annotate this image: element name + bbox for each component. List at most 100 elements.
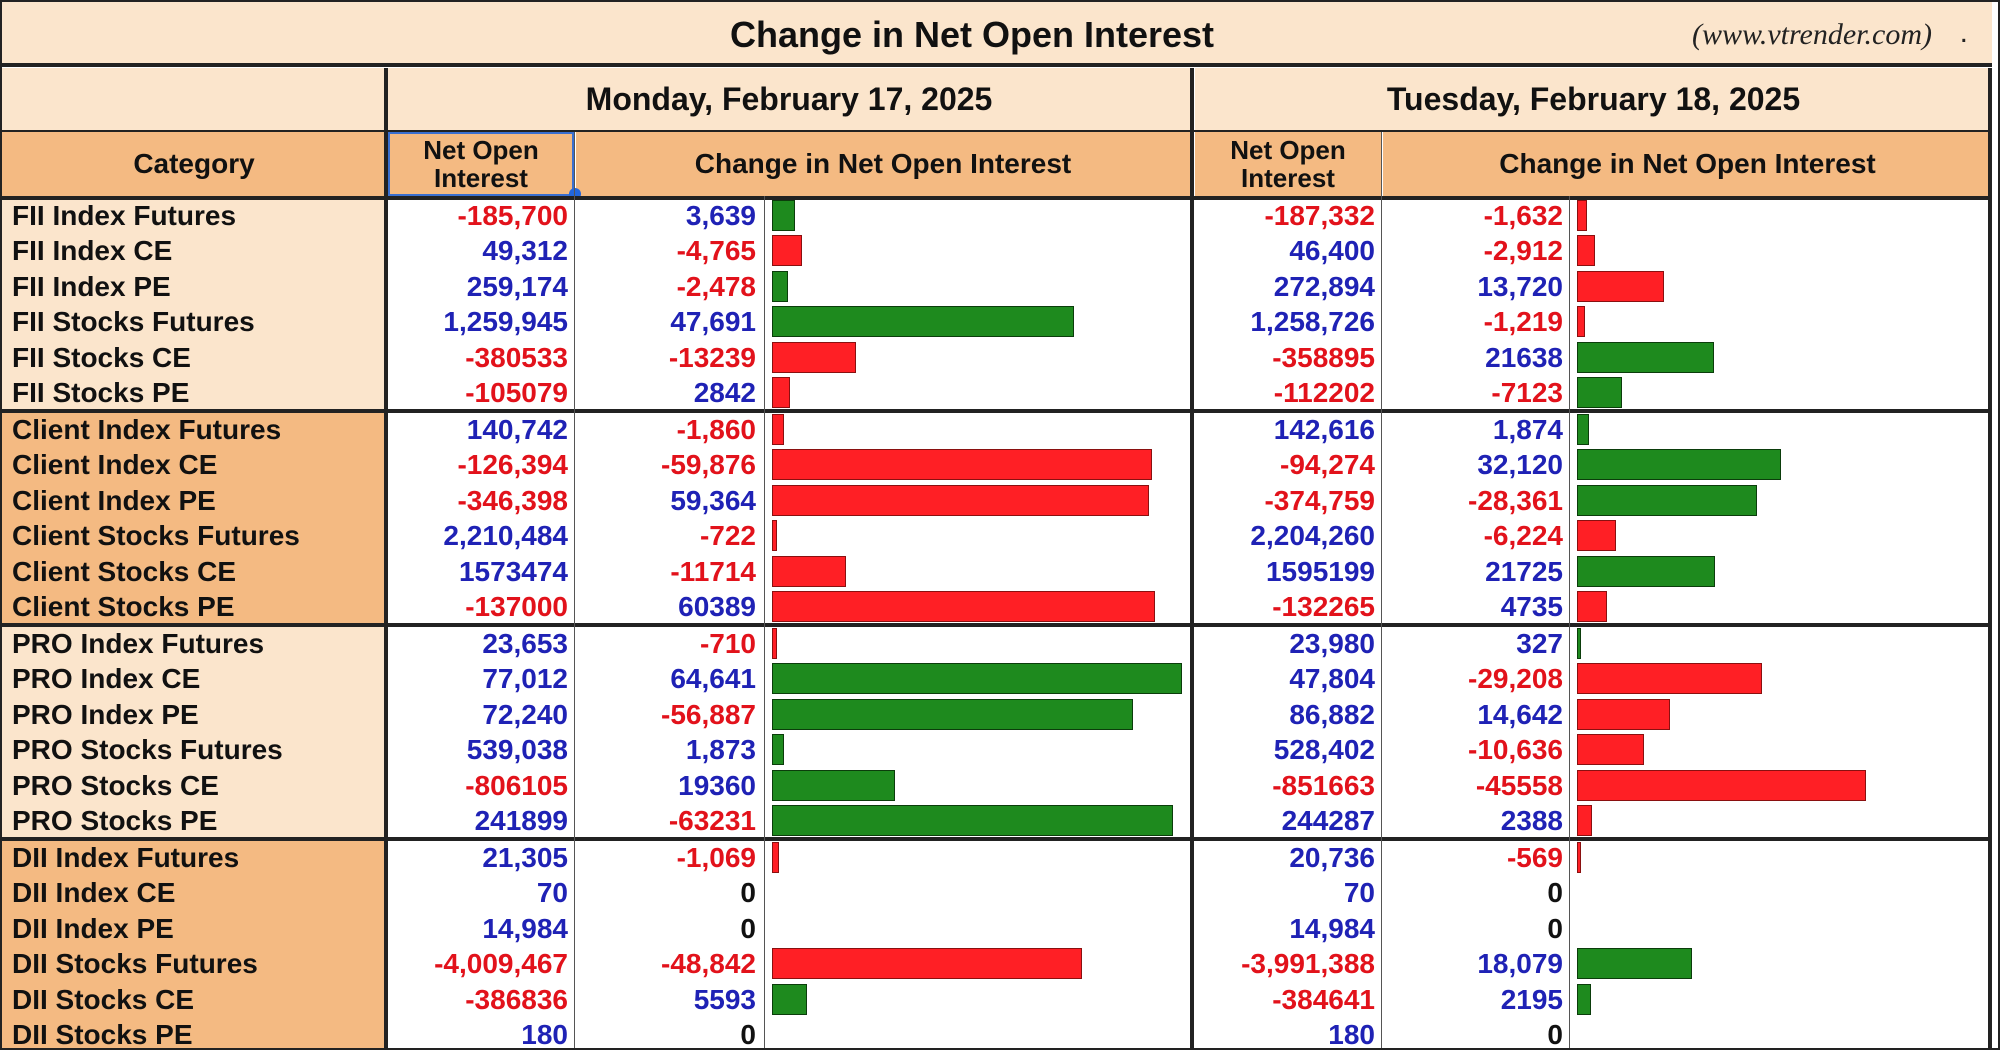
day2-change-cell: -29,208 [1468, 663, 1563, 695]
day2-noi-cell: -358895 [1272, 341, 1375, 373]
day2-noi-cell: 46,400 [1289, 235, 1375, 267]
day1-noi-cell: 70 [536, 877, 568, 909]
category-cell: Client Stocks Futures [12, 520, 300, 552]
day1-date-header: Monday, February 17, 2025 [388, 68, 1190, 130]
divider-line [764, 196, 765, 1048]
day2-change-bar [1577, 449, 1781, 481]
day1-change-cell: 59,364 [670, 484, 756, 516]
day2-noi-label: Net Open Interest [1230, 135, 1346, 193]
divider-line [574, 132, 575, 1048]
page-title: Change in Net Open Interest [729, 14, 1215, 55]
day2-change-cell: 18,079 [1477, 948, 1563, 980]
day2-change-bar [1577, 663, 1762, 695]
day1-noi-cell: -137000 [465, 591, 568, 622]
day2-noi-cell: 20,736 [1289, 842, 1375, 873]
category-cell: FII Index PE [12, 270, 171, 302]
category-cell: DII Index PE [12, 912, 174, 944]
day1-noi-cell: -386836 [465, 983, 568, 1015]
day1-noi-cell: 2,210,484 [443, 520, 568, 552]
title-dot: . [1959, 16, 1968, 49]
day1-change-bar [772, 983, 807, 1015]
day2-noi-cell: -3,991,388 [1241, 948, 1375, 980]
table-row: DII Stocks CE -386836 5593 -384641 2195 [2, 982, 1992, 1017]
day1-change-cell: -13239 [668, 341, 756, 373]
category-cell: PRO Stocks CE [12, 769, 219, 801]
table-row: DII Stocks PE 180 0 180 0 [2, 1017, 1992, 1050]
day2-change-cell: 21725 [1485, 555, 1563, 587]
day1-change-bar [772, 805, 1173, 836]
day2-noi-cell: 1,258,726 [1250, 306, 1375, 338]
divider-line [2, 409, 1992, 413]
day2-change-bar [1577, 520, 1616, 552]
category-cell: FII Index CE [12, 235, 173, 267]
table-row: FII Index PE 259,174 -2,478 272,894 13,720 [2, 269, 1992, 304]
day2-noi-column-header: Net Open Interest [1195, 132, 1381, 196]
day1-change-cell: -11714 [670, 555, 756, 587]
day2-noi-cell: 70 [1343, 877, 1375, 909]
day1-change-cell: -59,876 [661, 449, 756, 481]
day1-noi-cell: 72,240 [482, 698, 568, 730]
day1-change-bar [772, 698, 1133, 730]
day1-noi-cell: -806105 [465, 769, 568, 801]
day1-change-cell: -1,069 [676, 842, 756, 873]
day2-change-cell: 0 [1547, 1019, 1563, 1050]
group-bg-client [2, 412, 386, 625]
table-row: FII Index Futures -185,700 3,639 -187,332 -1… [2, 198, 1992, 233]
day2-change-bar [1577, 842, 1581, 873]
day1-change-bar [772, 842, 779, 873]
day1-change-bar [772, 555, 846, 587]
category-cell: DII Stocks PE [12, 1019, 193, 1050]
day2-noi-cell: 244287 [1281, 805, 1375, 836]
day2-change-cell: 13,720 [1477, 270, 1563, 302]
day1-change-cell: 60389 [678, 591, 756, 622]
day1-change-bar [772, 948, 1082, 980]
table-row: FII Stocks PE -105079 2842 -112202 -7123 [2, 375, 1992, 410]
day2-change-cell: 0 [1547, 877, 1563, 909]
day2-noi-cell: 47,804 [1289, 663, 1375, 695]
table-row: PRO Stocks PE 241899 -63231 244287 2388 [2, 803, 1992, 838]
day1-change-cell: 0 [740, 877, 756, 909]
table-row: Client Index PE -346,398 59,364 -374,759 -28… [2, 483, 1992, 518]
day1-noi-cell: 14,984 [482, 912, 568, 944]
day2-noi-cell: 23,980 [1289, 628, 1375, 659]
day1-noi-cell: 49,312 [482, 235, 568, 267]
category-cell: PRO Stocks Futures [12, 734, 283, 766]
day2-change-bar [1577, 734, 1644, 766]
day1-change-cell: -722 [699, 520, 756, 552]
day1-noi-cell: -105079 [465, 377, 568, 408]
day2-change-cell: 21638 [1485, 341, 1563, 373]
category-cell: Client Index Futures [12, 414, 282, 445]
day2-change-bar [1577, 805, 1592, 836]
day1-noi-column-header[interactable]: Net Open Interest [388, 132, 574, 196]
day1-change-cell: 19360 [678, 769, 756, 801]
day1-noi-cell: 1573474 [458, 555, 568, 587]
day1-change-cell: 2842 [693, 377, 756, 408]
day2-change-cell: 14,642 [1477, 698, 1563, 730]
day1-change-bar [772, 200, 795, 231]
table-row: DII Stocks Futures -4,009,467 -48,842 -3,99… [2, 946, 1992, 981]
day1-noi-cell: -185,700 [457, 200, 568, 231]
day1-noi-label: Net Open Interest [423, 135, 539, 193]
category-column-header: Category [2, 132, 386, 196]
day1-change-column-header: Change in Net Open Interest [576, 132, 1190, 196]
category-cell: PRO Stocks PE [12, 805, 218, 836]
day1-noi-cell: -380533 [465, 341, 568, 373]
day2-change-cell: 1,874 [1492, 414, 1563, 445]
day1-change-cell: -48,842 [661, 948, 756, 980]
day2-change-bar [1577, 341, 1714, 373]
category-cell: PRO Index CE [12, 663, 201, 695]
divider-line [2, 196, 1992, 200]
day1-change-cell: 1,873 [685, 734, 756, 766]
day2-noi-cell: -94,274 [1280, 449, 1375, 481]
table-row: FII Index CE 49,312 -4,765 46,400 -2,912 [2, 233, 1992, 268]
table-row: PRO Index Futures 23,653 -710 23,980 327 [2, 626, 1992, 661]
day1-change-bar [772, 663, 1182, 695]
table-row: Client Stocks CE 1573474 -11714 1595199 2172… [2, 554, 1992, 589]
day1-change-bar [772, 769, 895, 801]
table-row: PRO Stocks Futures 539,038 1,873 528,402 -10… [2, 732, 1992, 767]
category-cell: Client Stocks PE [12, 591, 235, 622]
category-cell: PRO Index Futures [12, 628, 265, 659]
site-credit: (www.vtrender.com) [1692, 18, 1932, 51]
day2-change-bar [1577, 306, 1585, 338]
category-cell: DII Index CE [12, 877, 176, 909]
